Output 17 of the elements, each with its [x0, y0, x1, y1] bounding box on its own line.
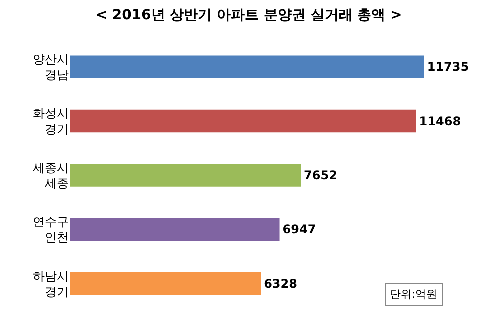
- y-tick-label: 하남시 경기: [33, 269, 69, 299]
- bar: [70, 218, 280, 242]
- y-tick-label: 연수구 인천: [33, 215, 69, 245]
- data-label: 6947: [282, 222, 316, 237]
- y-tick-label: 양산시 경남: [33, 52, 69, 82]
- chart-title: < 2016년 상반기 아파트 분양권 실거래 총액 >: [96, 7, 402, 24]
- data-label: 11468: [419, 114, 462, 128]
- bar: [70, 110, 416, 133]
- bar: [70, 164, 302, 187]
- data-label: 6328: [264, 276, 298, 291]
- bar: [70, 272, 262, 296]
- bar: [70, 56, 424, 78]
- annotation: 단위:억원: [390, 288, 438, 301]
- data-label: 7652: [304, 168, 338, 182]
- y-tick-label: 세종시 세종: [33, 160, 69, 190]
- data-label: 11735: [427, 60, 470, 74]
- y-tick-label: 화성시 경기: [33, 106, 69, 136]
